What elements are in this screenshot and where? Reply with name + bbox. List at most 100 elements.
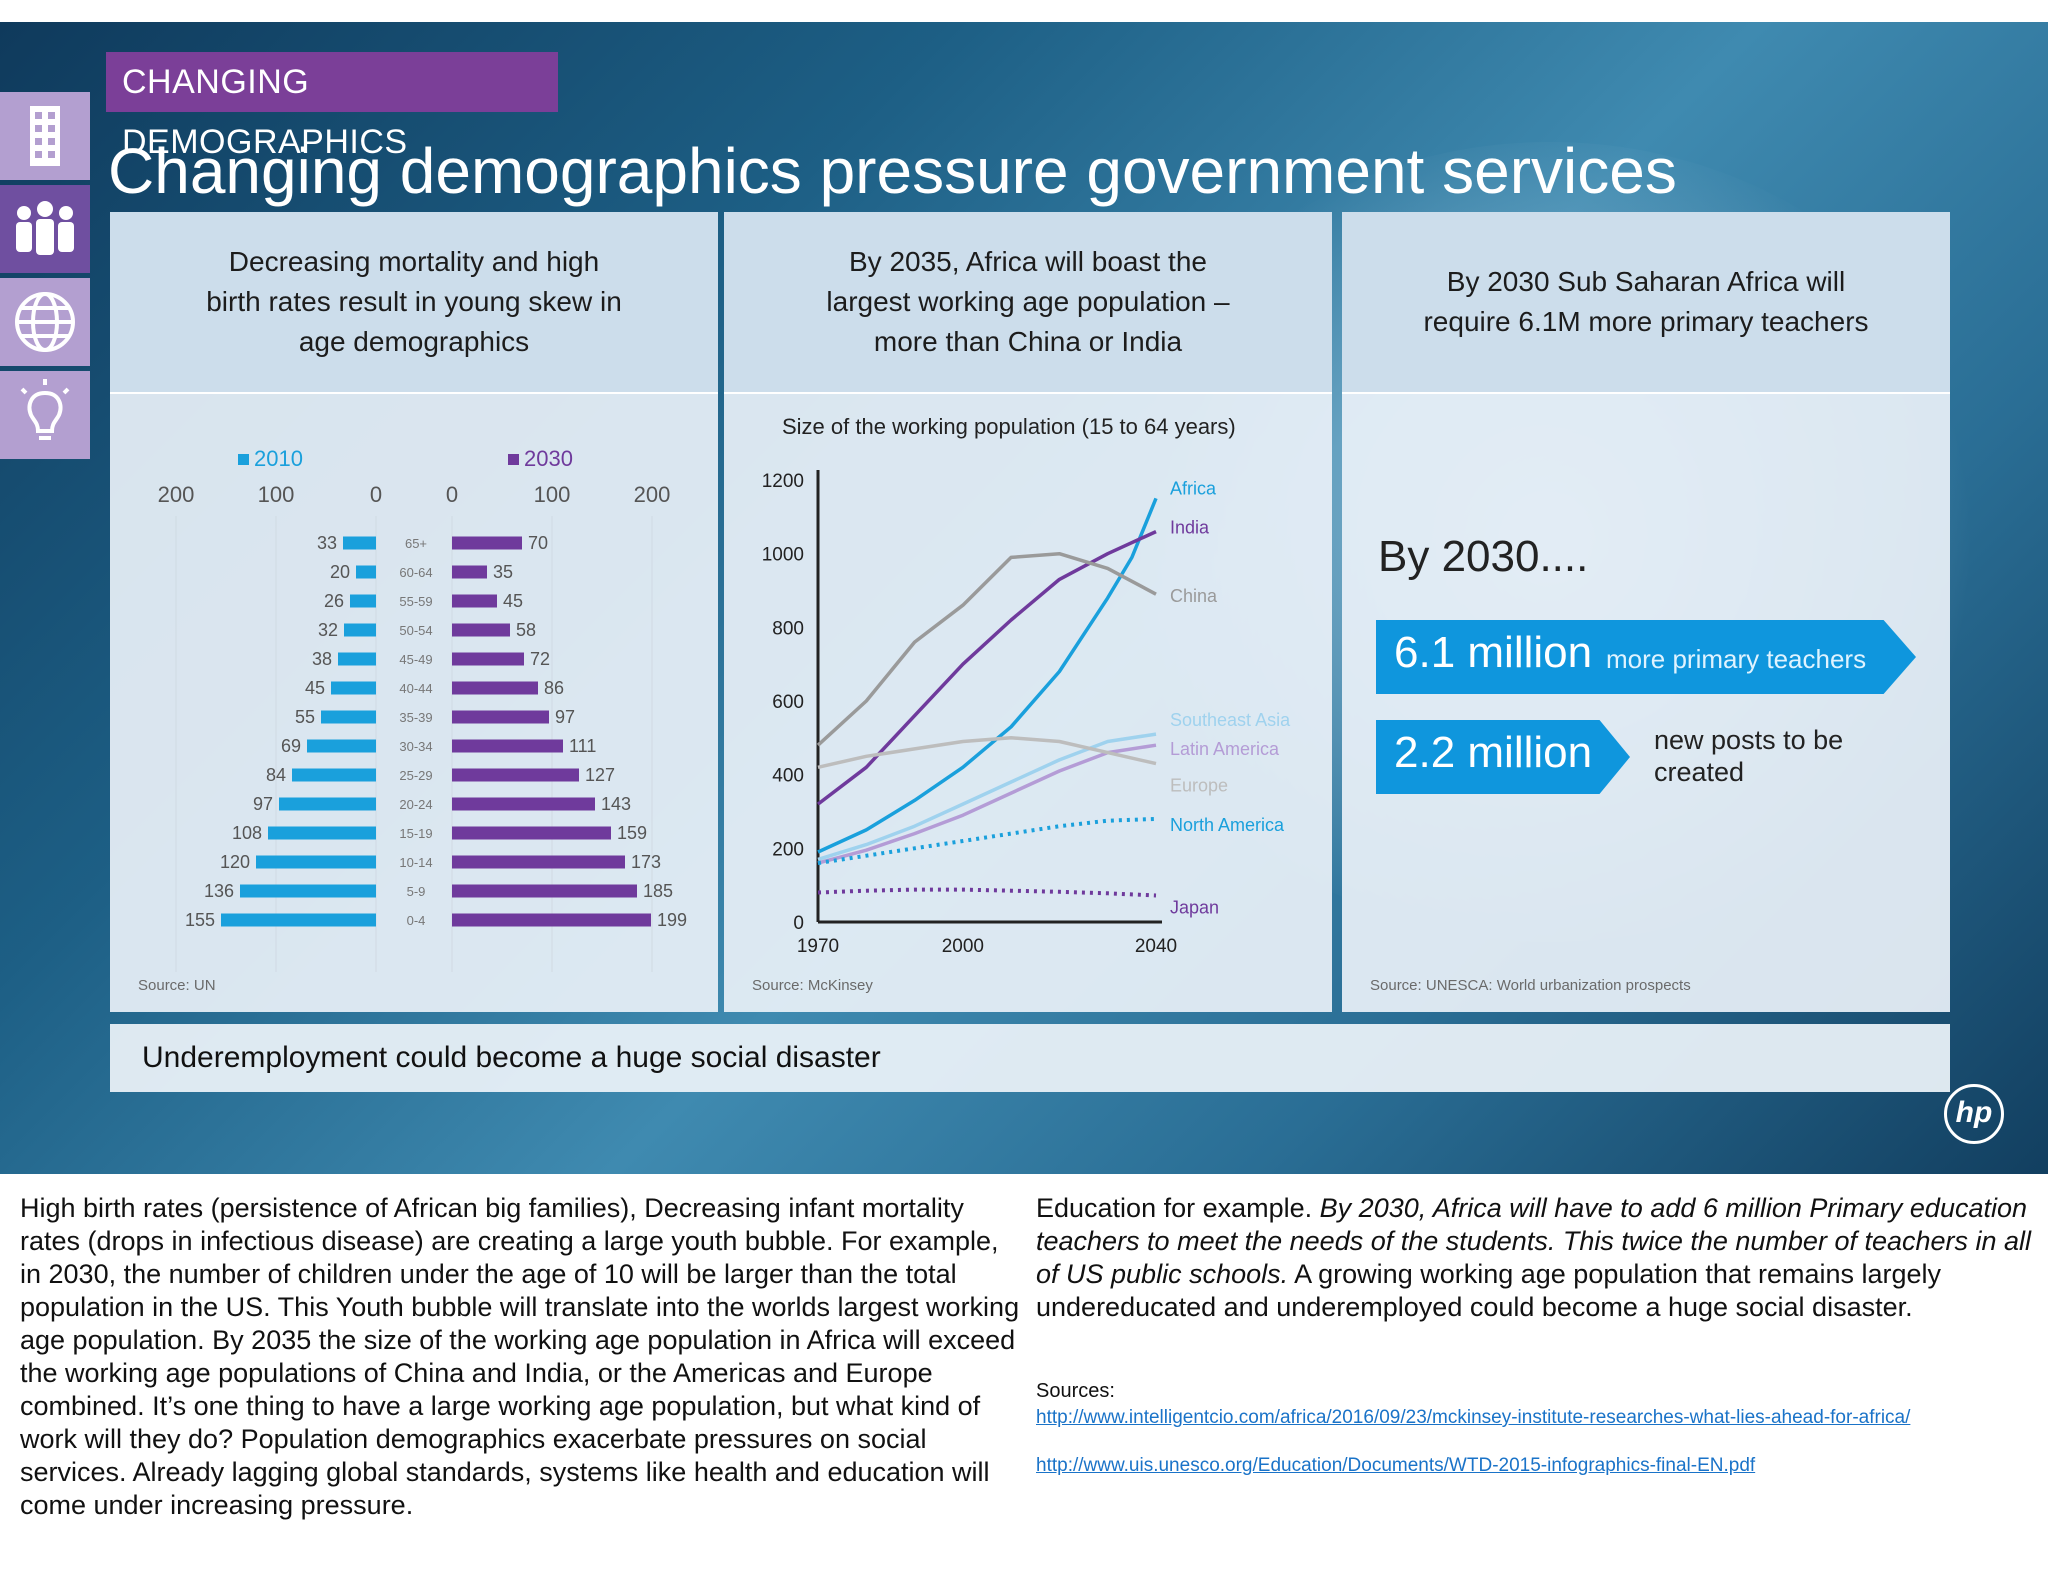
legend-label-2030: 2030 bbox=[524, 446, 573, 471]
teachers-stat-value: 6.1 million bbox=[1394, 628, 1593, 677]
panel-teachers: By 2030 Sub Saharan Africa will require … bbox=[1342, 212, 1950, 1012]
bar-value-2030: 70 bbox=[528, 533, 548, 553]
slide: CHANGING DEMOGRAPHICS Changing demograph… bbox=[0, 22, 2048, 1174]
bar-value-2030: 72 bbox=[530, 649, 550, 669]
series-label-japan: Japan bbox=[1170, 897, 1219, 917]
age-group-label: 30-34 bbox=[399, 739, 432, 754]
bar-2030 bbox=[452, 652, 524, 666]
panel-age-demographics: Decreasing mortality and high birth rate… bbox=[110, 212, 718, 1012]
series-line-india bbox=[816, 530, 1157, 806]
bar-2030 bbox=[452, 623, 510, 637]
bar-2010 bbox=[350, 594, 376, 608]
age-group-label: 20-24 bbox=[399, 797, 432, 812]
bar-value-2030: 35 bbox=[493, 562, 513, 582]
bar-2030 bbox=[452, 739, 563, 753]
lightbulb-icon[interactable] bbox=[0, 371, 90, 459]
notes-right-plain-1: Education for example. bbox=[1036, 1193, 1320, 1223]
bar-value-2030: 58 bbox=[516, 620, 536, 640]
series-line-southeast-asia bbox=[817, 732, 1157, 862]
right-tick-label: 100 bbox=[534, 482, 571, 507]
series-label-africa: Africa bbox=[1170, 478, 1217, 498]
posts-stat-value: 2.2 million bbox=[1394, 728, 1593, 777]
bar-value-2030: 86 bbox=[544, 678, 564, 698]
legend-label-2010: 2010 bbox=[254, 446, 303, 471]
age-group-label: 15-19 bbox=[399, 826, 432, 841]
by-2030-heading: By 2030.... bbox=[1378, 532, 1589, 581]
notes-right-italic: By 2030, Africa will have to add 6 milli… bbox=[1036, 1193, 2032, 1289]
source-link-intelligentcio[interactable]: http://www.intelligentcio.com/africa/201… bbox=[1036, 1407, 1911, 1428]
series-label-india: India bbox=[1170, 518, 1210, 538]
bar-value-2010: 32 bbox=[318, 620, 338, 640]
bar-2010 bbox=[356, 565, 376, 579]
age-group-label: 55-59 bbox=[399, 594, 432, 609]
bar-value-2010: 26 bbox=[324, 591, 344, 611]
age-group-label: 25-29 bbox=[399, 768, 432, 783]
bar-2010 bbox=[344, 623, 376, 637]
hp-logo: hp bbox=[1944, 1084, 2004, 1144]
people-icon[interactable] bbox=[0, 185, 90, 273]
panel-heading: By 2035, Africa will boast the largest w… bbox=[724, 212, 1332, 394]
age-group-label: 35-39 bbox=[399, 710, 432, 725]
section-tag: CHANGING DEMOGRAPHICS bbox=[106, 52, 558, 161]
age-group-label: 5-9 bbox=[407, 884, 426, 899]
bar-value-2010: 45 bbox=[305, 678, 325, 698]
posts-stat-label: new posts to be created bbox=[1654, 725, 1844, 787]
source-label: Source: UN bbox=[138, 977, 216, 994]
bar-2010 bbox=[268, 826, 376, 840]
posts-stat-arrow: 2.2 million bbox=[1376, 720, 1630, 794]
bar-value-2010: 55 bbox=[295, 707, 315, 727]
y-tick-label: 0 bbox=[793, 913, 804, 934]
y-tick-label: 800 bbox=[772, 618, 804, 639]
bar-value-2010: 155 bbox=[185, 910, 215, 930]
y-tick-label: 1200 bbox=[762, 471, 804, 492]
slide-title: Changing demographics pressure governmen… bbox=[108, 135, 1677, 207]
bar-2030 bbox=[452, 594, 497, 608]
age-group-label: 60-64 bbox=[399, 565, 432, 580]
age-group-label: 10-14 bbox=[399, 855, 432, 870]
teachers-stat-label: more primary teachers bbox=[1606, 644, 1867, 674]
left-tick-label: 200 bbox=[158, 482, 195, 507]
y-tick-label: 1000 bbox=[762, 545, 804, 566]
bar-2010 bbox=[343, 536, 376, 550]
panel-heading-text: Decreasing mortality and high birth rate… bbox=[206, 246, 622, 357]
panel-heading-text: By 2035, Africa will boast the largest w… bbox=[826, 246, 1230, 357]
bar-value-2030: 159 bbox=[617, 823, 647, 843]
age-group-label: 65+ bbox=[405, 536, 427, 551]
legend-swatch-2010 bbox=[238, 454, 249, 465]
series-label-china: China bbox=[1170, 586, 1218, 606]
notes-right: Education for example. By 2030, Africa w… bbox=[1036, 1192, 2036, 1324]
bar-2010 bbox=[292, 768, 376, 782]
building-icon[interactable] bbox=[0, 92, 90, 180]
bar-2010 bbox=[240, 884, 376, 898]
bar-2010 bbox=[321, 710, 376, 724]
bar-value-2010: 20 bbox=[330, 562, 350, 582]
series-line-japan bbox=[817, 887, 1157, 898]
teachers-stat-arrow: 6.1 million more primary teachers bbox=[1376, 620, 1916, 694]
legend-swatch-2030 bbox=[508, 454, 519, 465]
panel-working-population: By 2035, Africa will boast the largest w… bbox=[724, 212, 1332, 1012]
notes-right-plain-2: A growing working age population that re… bbox=[1036, 1259, 1942, 1322]
panel-heading: Decreasing mortality and high birth rate… bbox=[110, 212, 718, 394]
series-label-southeast-asia: Southeast Asia bbox=[1170, 710, 1291, 730]
y-tick-label: 600 bbox=[772, 692, 804, 713]
bar-value-2030: 199 bbox=[657, 910, 687, 930]
source-link-unesco[interactable]: http://www.uis.unesco.org/Education/Docu… bbox=[1036, 1455, 1756, 1476]
x-tick-label: 2040 bbox=[1135, 936, 1177, 957]
bar-value-2010: 33 bbox=[317, 533, 337, 553]
y-tick-label: 200 bbox=[772, 839, 804, 860]
left-tick-label: 0 bbox=[370, 482, 382, 507]
panel-heading: By 2030 Sub Saharan Africa will require … bbox=[1342, 212, 1950, 394]
globe-icon[interactable] bbox=[0, 278, 90, 366]
bar-value-2030: 185 bbox=[643, 881, 673, 901]
age-group-label: 45-49 bbox=[399, 652, 432, 667]
source-label: Source: UNESCA: World urbanization prosp… bbox=[1370, 977, 1691, 994]
bar-value-2030: 45 bbox=[503, 591, 523, 611]
pyramid-chart: 2010 2030 200 100 0 0 100 200 33 70 65+ 20 35 60-64 26… bbox=[158, 446, 687, 972]
line-chart: Size of the working population (15 to 64… bbox=[762, 414, 1291, 957]
bar-2030 bbox=[452, 913, 651, 927]
bar-value-2010: 136 bbox=[204, 881, 234, 901]
left-tick-label: 100 bbox=[258, 482, 295, 507]
bar-2030 bbox=[452, 768, 579, 782]
bar-2030 bbox=[452, 565, 487, 579]
series-line-latin-america bbox=[817, 743, 1157, 865]
